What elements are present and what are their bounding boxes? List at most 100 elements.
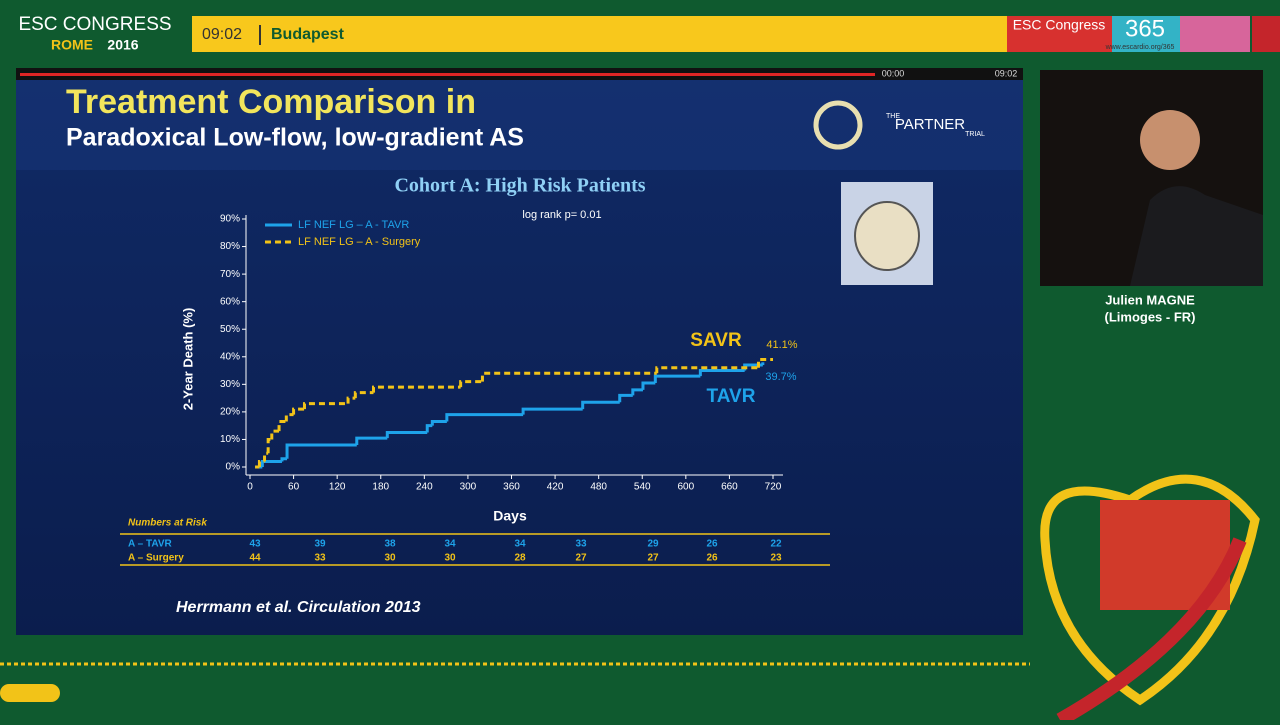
decor-heart [1040,474,1260,706]
y-tick-label: 70% [220,269,240,280]
risk-count: 26 [706,553,718,564]
risk-count: 30 [444,553,456,564]
annotation: 41.1% [766,339,797,351]
x-tick-label: 480 [590,482,607,493]
logo-bottom: TRIAL [965,131,985,138]
decor-colosseum [1100,500,1230,610]
km-step [618,393,633,403]
risk-count: 23 [770,553,782,564]
y-tick-label: 20% [220,407,240,418]
risk-count: 22 [770,539,782,550]
km-step [653,374,701,383]
duration: 09:02 [995,68,1018,78]
km-step [302,402,349,410]
x-tick-label: 360 [503,482,520,493]
badge [1007,16,1112,52]
decor-ribbon [1056,537,1247,725]
risk-count: 30 [384,553,396,564]
km-step [277,420,287,432]
km-step [521,407,583,415]
url: www.escardio.org/365 [1105,44,1175,51]
risk-count: 43 [249,539,261,550]
risk-count: 27 [575,553,587,564]
risk-count: 33 [314,553,326,564]
x-tick-label: 420 [547,482,564,493]
y-tick-label: 90% [220,214,240,225]
slide-subtitle: Paradoxical Low-flow, low-gradient AS [66,124,524,152]
speaker-affiliation: (Limoges - FR) [1105,309,1196,324]
risk-count: 39 [314,539,326,550]
society-logo [1252,16,1280,52]
risk-count: 28 [514,553,526,564]
badge-number: 365 [1125,15,1165,42]
km-step [581,400,620,410]
x-tick-label: 600 [677,482,694,493]
city: ROME [51,37,93,53]
km-step [280,457,288,462]
km-step [285,443,357,459]
risk-count: 29 [647,539,659,550]
risk-row-label: A – TAVR [128,539,172,550]
km-step [260,459,282,467]
speaker-head [1140,110,1200,170]
room: Budapest [271,26,345,43]
y-tick-label: 10% [220,434,240,445]
risk-count: 27 [647,553,659,564]
x-tick-label: 300 [460,482,477,493]
y-tick-label: 50% [220,324,240,335]
x-tick-label: 0 [247,482,253,493]
km-step [292,407,305,415]
y-tick-label: 30% [220,379,240,390]
km-step [257,459,265,467]
x-tick-label: 720 [765,482,782,493]
year: 2016 [107,37,138,53]
badge-text: ESC Congress [1013,17,1106,33]
km-step [355,436,388,445]
elapsed: 00:00 [882,68,905,78]
table-title: Numbers at Risk [128,518,207,529]
y-tick-label: 60% [220,296,240,307]
citation: Herrmann et al. Circulation 2013 [176,599,421,616]
brand: ESC CONGRESS [18,14,171,35]
decor-pill [0,684,60,702]
risk-count: 38 [384,539,396,550]
km-step [284,413,294,422]
logo-mark [813,100,863,150]
speaker-figure [1130,186,1263,286]
km-step [641,381,656,390]
km-step [270,429,280,440]
header-bar [192,16,1007,52]
x-axis-label: Days [493,508,527,524]
km-step [480,371,657,382]
km-step [346,396,356,404]
km-step [756,358,773,368]
x-tick-label: 540 [634,482,651,493]
y-tick-label: 0% [226,462,241,473]
x-tick-label: 180 [372,482,389,493]
y-tick-label: 80% [220,241,240,252]
annotation: SAVR [690,330,742,351]
km-step [698,369,745,377]
km-step [631,388,643,396]
km-step [459,380,483,388]
legend-label: LF NEF LG – A - TAVR [298,219,409,231]
x-tick-label: 240 [416,482,433,493]
x-tick-label: 60 [288,482,300,493]
valve [854,201,920,271]
y-tick-label: 40% [220,351,240,362]
y-axis-label: 2-Year Death (%) [180,308,195,411]
progress[interactable] [20,73,875,76]
logo-top: THE [886,113,900,120]
clock: 09:02 [202,26,242,43]
km-step [266,437,272,454]
x-tick-label: 660 [721,482,738,493]
risk-count: 34 [514,539,526,550]
badge-art [1180,16,1250,52]
km-step [425,424,433,433]
slide-title: Treatment Comparison in [66,83,476,121]
risk-row-label: A – Surgery [128,553,184,564]
km-step [385,431,428,439]
title-band [16,80,1023,170]
risk-count: 34 [444,539,456,550]
